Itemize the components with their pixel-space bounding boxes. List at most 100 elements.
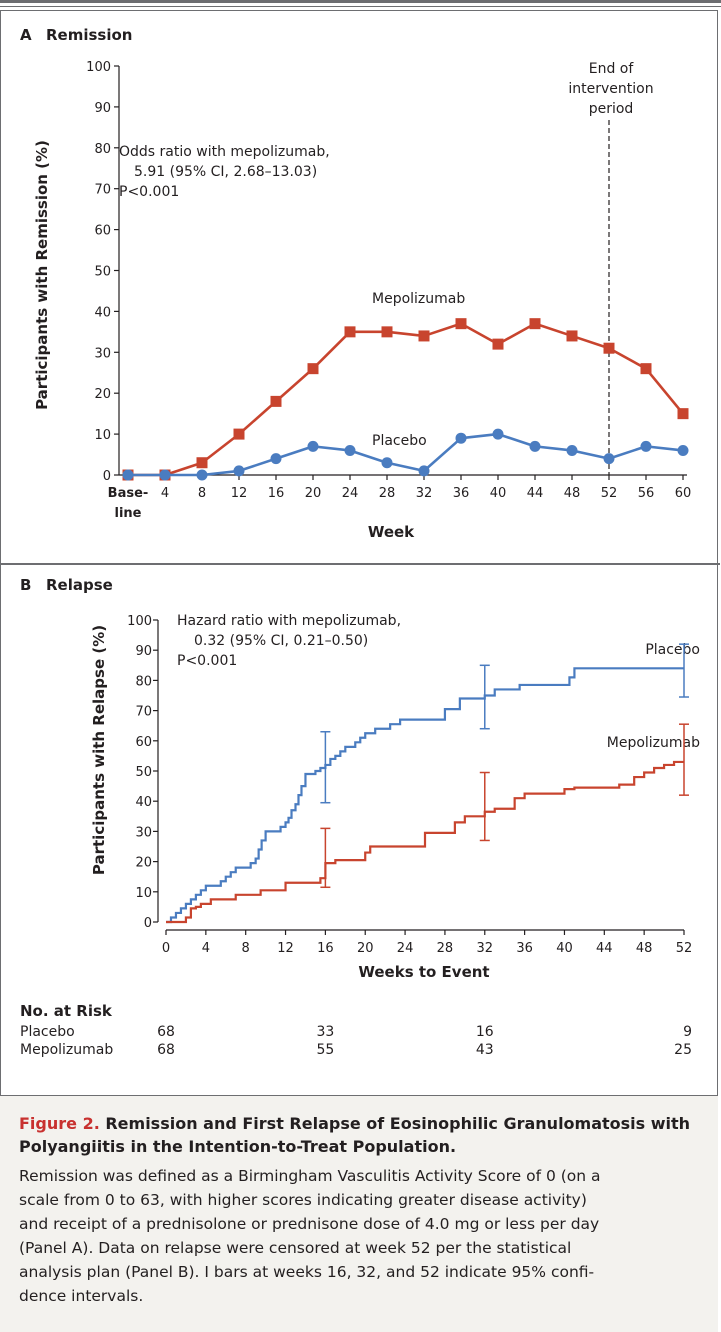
panel-b-y-tick-label: 80 [135, 674, 152, 689]
panel-a-placebo-point [233, 465, 245, 477]
panel-b-x-tick-label: 4 [202, 941, 210, 956]
caption-line: Remission was defined as a Birmingham Va… [19, 1167, 601, 1185]
panel-a-mepolizumab-point [455, 318, 467, 330]
panel-a-x-tick-label: 52 [601, 486, 618, 501]
panel-a-x-tick-label: 28 [379, 486, 396, 501]
panel-a-x-axis-title: Week [368, 523, 415, 541]
panel-a-mepolizumab-point [492, 338, 504, 350]
panel-b-mepolizumab-label: Mepolizumab [607, 735, 700, 751]
panel-a-x-tick-label: 60 [675, 486, 692, 501]
panel-b-placebo-label: Placebo [645, 642, 700, 658]
panel-b-y-tick-label: 30 [135, 825, 152, 840]
panel-b-x-tick-label: 44 [596, 941, 613, 956]
risk-table-cell: 55 [316, 1042, 334, 1058]
panel-a-placebo-point [381, 457, 393, 469]
panel-b-x-tick-label: 20 [357, 941, 374, 956]
panel-b-hazard-ratio-line2: 0.32 (95% CI, 0.21–0.50) [194, 633, 368, 649]
panel-a-x-tick-label: 56 [638, 486, 655, 501]
panel-a-mepolizumab-point [307, 363, 319, 375]
panel-a-y-axis-title: Participants with Remission (%) [33, 140, 51, 410]
panel-b-x-tick-label: 16 [317, 941, 334, 956]
risk-table-cell: 68 [157, 1024, 175, 1040]
panel-a-x-tick-label: 8 [198, 486, 206, 501]
caption-title-text: Remission and First Relapse of Eosinophi… [19, 1114, 691, 1156]
panel-a-odds-ratio-line1: Odds ratio with mepolizumab, [119, 144, 330, 160]
panel-a-x-tick-label: 48 [564, 486, 581, 501]
panel-a-placebo-point [677, 444, 689, 456]
risk-table-cell: 33 [316, 1024, 334, 1040]
figure-charts: A Remission Participants with Remission … [20, 26, 700, 1058]
panel-a-x-tick-label: line [115, 506, 142, 521]
caption-line: analysis plan (Panel B). I bars at weeks… [19, 1263, 595, 1281]
panel-b-y-tick-label: 10 [135, 886, 152, 901]
panel-a-placebo-point [196, 469, 208, 481]
panel-a-placebo-point [640, 440, 652, 452]
panel-a-mepolizumab-point [640, 363, 652, 375]
panel-a-placebo-point [529, 440, 541, 452]
panel-a-y-tick-label: 90 [94, 101, 111, 116]
panel-a-y-tick-label: 50 [94, 265, 111, 280]
panel-b-x-tick-label: 28 [437, 941, 454, 956]
panel-a-x-tick-label: Base- [108, 486, 149, 501]
panel-b-y-tick-label: 0 [144, 916, 152, 931]
panel-a-y-tick-label: 30 [94, 346, 111, 361]
panel-b-y-axis-title: Participants with Relapse (%) [90, 625, 108, 875]
panel-b-y-tick-label: 100 [127, 614, 152, 629]
panel-b-x-tick-label: 40 [556, 941, 573, 956]
panel-a-x-tick-label: 4 [161, 486, 169, 501]
caption-body: Remission was defined as a Birmingham Va… [19, 1164, 709, 1308]
risk-table-cell: 16 [476, 1024, 494, 1040]
panel-a-x-tick-label: 16 [268, 486, 285, 501]
panel-a-placebo-point [492, 428, 504, 440]
risk-table: Placebo 68 33 16 9 Mepolizumab 68 55 43 25 [20, 1024, 692, 1058]
panel-b-letter: B [20, 576, 31, 594]
risk-table-cell: 25 [674, 1042, 692, 1058]
panel-b-p-value: P<0.001 [177, 653, 237, 669]
panel-a-y-tick-label: 0 [103, 469, 111, 484]
panel-a-placebo-line [128, 432, 684, 477]
panel-a-mepolizumab-point [233, 428, 245, 440]
panel-a-x-tick-label: 24 [342, 486, 359, 501]
panel-a-mepolizumab-point [677, 408, 689, 420]
caption-line: dence intervals. [19, 1287, 144, 1305]
panel-b-y-tick-label: 90 [135, 644, 152, 659]
risk-table-cell: 9 [683, 1024, 692, 1040]
panel-a-placebo-point [344, 444, 356, 456]
panel-a-placebo-point [455, 432, 467, 444]
panel-a-placebo-point [159, 469, 171, 481]
panel-b-x-tick-label: 36 [516, 941, 533, 956]
panel-a-mepolizumab-label: Mepolizumab [372, 291, 465, 307]
panel-a-title: Remission [46, 26, 132, 44]
panel-a-p-value: P<0.001 [119, 184, 179, 200]
panel-b-y-tick-label: 60 [135, 735, 152, 750]
panel-b-x-tick-label: 8 [242, 941, 250, 956]
panel-b-x-tick-label: 52 [676, 941, 693, 956]
panel-a-mepolizumab-point [529, 318, 541, 330]
figure-frame [0, 10, 718, 1096]
risk-table-row-label: Mepolizumab [20, 1042, 113, 1058]
panel-b-x-tick-label: 48 [636, 941, 653, 956]
risk-table-row-label: Placebo [20, 1024, 75, 1040]
panel-a-mepolizumab-point [381, 326, 393, 338]
figure-label: Figure 2. [19, 1114, 100, 1133]
panel-a-x-tick-label: 40 [490, 486, 507, 501]
panel-a-placebo-label: Placebo [372, 433, 427, 449]
caption-line: scale from 0 to 63, with higher scores i… [19, 1191, 587, 1209]
end-of-intervention-label-line3: period [589, 101, 634, 117]
panel-a-placebo-point [270, 453, 282, 465]
panel-a-placebo-point [566, 444, 578, 456]
panel-b-x-tick-label: 32 [476, 941, 493, 956]
panel-a-mepolizumab-line [128, 322, 685, 477]
panel-b-x-axis-title: Weeks to Event [358, 963, 489, 981]
end-of-intervention-label-line1: End of [589, 61, 635, 77]
panel-a-mepolizumab-point [418, 330, 430, 342]
panel-divider [0, 563, 720, 565]
panel-a-y-tick-label: 40 [94, 305, 111, 320]
panel-a-placebo-point [122, 469, 134, 481]
panel-a-y-tick-label: 80 [94, 142, 111, 157]
caption-line: (Panel A). Data on relapse were censored… [19, 1239, 572, 1257]
panel-b-y-tick-label: 40 [135, 795, 152, 810]
top-rule [0, 0, 721, 3]
panel-a-placebo-point [418, 465, 430, 477]
